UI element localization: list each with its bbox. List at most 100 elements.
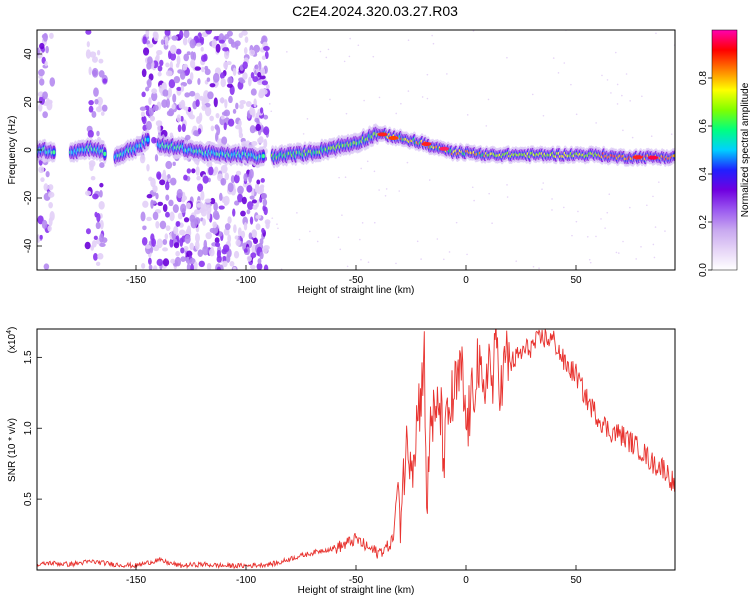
spectrogram-noise-point: [162, 169, 167, 178]
spectrogram-faint-point: [432, 42, 435, 45]
spectrogram-noise-point: [260, 185, 265, 194]
spectrogram-noise-point: [250, 264, 256, 270]
spectrogram-noise-point: [191, 168, 196, 174]
spectrogram-panel: -150 -100 -50 0 50 -40 -20 0 20 40 Height of str…: [7, 29, 676, 296]
spectrogram-noise-point: [264, 51, 269, 60]
spectrogram-noise-point: [249, 49, 255, 57]
spectrogram-faint-point: [617, 252, 620, 254]
spectrogram-faint-point: [436, 238, 439, 240]
spectrogram-faint-point: [586, 235, 589, 238]
spectrogram-noise-point: [239, 103, 244, 110]
spectrogram-noise-point: [227, 234, 232, 243]
spectrogram-noise-point: [96, 49, 101, 56]
spectrogram-noise-point: [237, 227, 242, 237]
spectrogram-noise-point: [195, 166, 200, 176]
spectrogram-noise-point: [85, 228, 91, 235]
spectrogram-faint-point: [448, 251, 451, 253]
spectrogram-noise-point: [176, 86, 182, 91]
spectrogram-noise-point: [260, 67, 266, 76]
spectrogram-noise-point: [220, 178, 227, 186]
spectrogram-noise-point: [209, 227, 216, 233]
spectrogram-noise-point: [242, 61, 248, 70]
spectrogram-noise-point: [220, 77, 226, 88]
spectrogram-y-tick-label: 20: [23, 96, 34, 108]
spectrogram-noise-point: [249, 125, 256, 134]
spectrogram-noise-point: [259, 238, 264, 245]
spectrogram-noise-point: [238, 132, 244, 139]
spectrogram-noise-point: [232, 67, 237, 77]
spectrogram-noise-point: [259, 107, 264, 114]
spectrogram-noise-point: [40, 177, 45, 183]
spectrogram-noise-point: [144, 244, 152, 249]
spectrogram-faint-point: [570, 83, 572, 86]
spectrogram-noise-point: [92, 193, 99, 200]
spectrogram-noise-point: [141, 262, 146, 269]
snr-y-tick-label: 1.5: [23, 350, 34, 364]
snr-panel: -150 -100 -50 0 50 0.5 1.0 1.5 Height of strai…: [6, 327, 676, 596]
snr-multiplier-exponent: 4: [6, 330, 13, 334]
spectrogram-noise-point: [240, 230, 246, 239]
colorbar-tick-label: 0.2: [698, 215, 709, 229]
spectrogram-noise-point: [208, 166, 214, 176]
spectrogram-noise-point: [178, 30, 184, 40]
spectrogram-heatmap: [37, 30, 675, 270]
spectrogram-noise-point: [194, 240, 200, 251]
spectrogram-noise-point: [209, 115, 214, 122]
snr-multiplier-base: (x10: [7, 333, 18, 353]
spectrogram-noise-point: [45, 97, 50, 105]
spectrogram-noise-point: [233, 224, 237, 234]
spectrogram-noise-point: [149, 115, 156, 122]
spectrogram-noise-point: [200, 54, 207, 62]
spectrogram-noise-point: [232, 266, 237, 270]
spectrogram-faint-point: [349, 37, 351, 40]
spectrogram-noise-point: [214, 237, 220, 244]
spectrogram-noise-point: [194, 209, 199, 215]
spectrogram-noise-point: [246, 209, 251, 215]
spectrogram-noise-point: [263, 138, 268, 149]
spectrogram-noise-point: [146, 194, 153, 199]
spectrogram-faint-point: [373, 170, 376, 173]
snr-x-tick-label: 0: [463, 575, 469, 586]
spectrogram-faint-point: [506, 184, 508, 186]
spectrogram-noise-point: [183, 174, 188, 181]
spectrogram-x-tick-label: -100: [236, 275, 256, 286]
spectrogram-noise-point: [249, 195, 255, 200]
ridge-hot-spot: [648, 155, 658, 160]
spectrogram-noise-point: [177, 212, 183, 220]
spectrogram-noise-point: [91, 111, 97, 118]
spectrogram-noise-point: [262, 205, 266, 212]
spectrogram-faint-point: [426, 97, 429, 100]
snr-x-tick-label: -50: [349, 575, 364, 586]
spectrogram-noise-point: [256, 179, 261, 185]
spectrogram-faint-point: [571, 234, 573, 237]
spectrogram-noise-point: [162, 247, 168, 252]
spectrogram-noise-point: [254, 64, 259, 70]
spectrogram-faint-point: [600, 218, 602, 220]
spectrogram-noise-point: [89, 51, 97, 58]
spectrogram-faint-point: [286, 51, 288, 53]
spectrogram-noise-point: [221, 136, 228, 146]
spectrogram-noise-point: [155, 220, 160, 229]
spectrogram-noise-point: [238, 120, 242, 127]
spectrogram-noise-point: [255, 123, 262, 132]
spectrogram-noise-point: [98, 70, 105, 78]
spectrogram-faint-point: [373, 221, 376, 224]
spectrogram-noise-point: [164, 182, 170, 191]
spectrogram-noise-point: [139, 154, 146, 164]
spectrogram-noise-point: [238, 32, 243, 39]
spectrogram-noise-point: [221, 111, 228, 116]
spectrogram-noise-point: [154, 154, 159, 162]
spectrogram-noise-point: [141, 91, 146, 98]
spectrogram-noise-point: [194, 92, 201, 102]
spectrogram-x-tick-label: -150: [126, 275, 146, 286]
spectrogram-noise-point: [223, 200, 228, 206]
spectrogram-faint-point: [420, 258, 422, 260]
spectrogram-noise-point: [243, 47, 248, 55]
spectrogram-faint-point: [339, 248, 342, 251]
spectrogram-noise-point: [237, 193, 243, 203]
spectrogram-faint-point: [360, 258, 362, 261]
spectrogram-noise-point: [239, 99, 246, 105]
spectrogram-noise-point: [42, 32, 48, 42]
spectrogram-noise-point: [39, 42, 45, 50]
spectrogram-noise-point: [99, 233, 104, 243]
